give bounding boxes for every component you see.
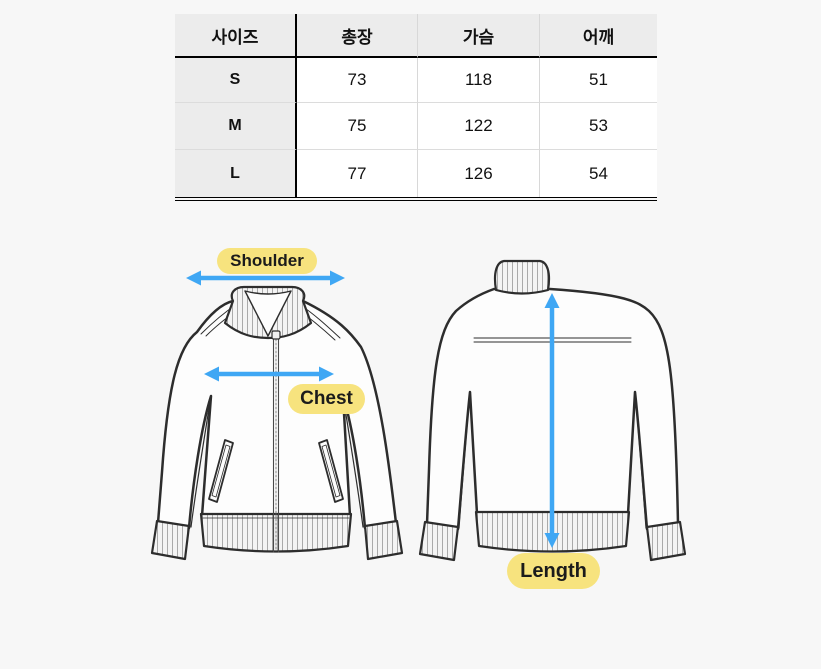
size-label: M — [175, 103, 297, 150]
value-shoulder: 54 — [540, 150, 657, 197]
column-header-shoulder: 어깨 — [540, 14, 657, 58]
size-label: L — [175, 150, 297, 197]
front-jacket-drawing — [150, 285, 404, 561]
value-chest: 122 — [418, 103, 540, 150]
shoulder-label: Shoulder — [217, 248, 317, 274]
column-header-size: 사이즈 — [175, 14, 297, 58]
column-header-total-length: 총장 — [297, 14, 418, 58]
chest-label: Chest — [288, 384, 365, 414]
size-chart-table: 사이즈 총장 가슴 어깨 S 73 118 51 M 75 122 53 L 7… — [175, 14, 657, 201]
column-header-chest: 가슴 — [418, 14, 540, 58]
table-row-size-s: S 73 118 51 — [175, 58, 657, 103]
size-label: S — [175, 58, 297, 103]
value-total-length: 75 — [297, 103, 418, 150]
length-measure-arrow — [544, 293, 560, 548]
value-shoulder: 53 — [540, 103, 657, 150]
length-label: Length — [507, 553, 600, 589]
value-chest: 118 — [418, 58, 540, 103]
chest-measure-arrow — [204, 366, 334, 382]
shoulder-measure-arrow — [186, 270, 345, 286]
size-chart-header-row: 사이즈 총장 가슴 어깨 — [175, 14, 657, 58]
value-chest: 126 — [418, 150, 540, 197]
value-total-length: 77 — [297, 150, 418, 197]
value-shoulder: 51 — [540, 58, 657, 103]
table-row-size-l: L 77 126 54 — [175, 150, 657, 197]
value-total-length: 73 — [297, 58, 418, 103]
table-row-size-m: M 75 122 53 — [175, 103, 657, 150]
